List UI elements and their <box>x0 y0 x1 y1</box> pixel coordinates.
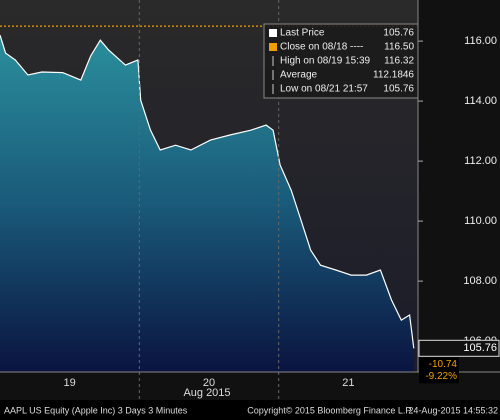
legend-label: Last Price <box>280 28 325 39</box>
x-tick-label: 20 <box>203 377 215 389</box>
y-tick-label: 108.00 <box>463 275 497 287</box>
footer-left: AAPL US Equity (Apple Inc) 3 Days 3 Minu… <box>4 405 188 415</box>
legend-icon <box>269 29 277 37</box>
legend-box <box>263 23 419 99</box>
legend-value: 116.32 <box>384 56 414 67</box>
legend-label: Close on 08/18 ---- <box>280 42 363 53</box>
legend-value: 112.1846 <box>373 70 414 81</box>
footer-center: Copyright© 2015 Bloomberg Finance L.P. <box>247 405 413 415</box>
y-tick-label: 112.00 <box>464 155 497 167</box>
legend-value: 105.76 <box>383 28 414 39</box>
x-tick-label: 21 <box>342 377 354 389</box>
footer-right: 24-Aug-2015 14:55:32 <box>408 405 498 415</box>
legend-value: 105.76 <box>383 84 414 95</box>
legend-label: High on 08/19 15:39 <box>280 56 371 67</box>
y-tick-label: 110.00 <box>464 215 497 227</box>
price-line <box>0 34 415 349</box>
change-label: -10.74 <box>429 359 458 370</box>
y-tick-label: 114.00 <box>464 95 497 107</box>
legend-label: Low on 08/21 21:57 <box>280 84 368 95</box>
legend-value: 116.50 <box>384 42 414 53</box>
change-pct-label: -9.22% <box>425 371 457 382</box>
change-box <box>419 357 459 384</box>
x-axis-label: Aug 2015 <box>183 387 230 399</box>
last-price-box <box>418 339 500 357</box>
y-tick-label: 116.00 <box>464 35 497 47</box>
x-tick-label: 19 <box>64 377 76 389</box>
last-price-label: 105.76 <box>463 342 497 354</box>
legend: Last Price 105.76 Close on 08/18 ---- 116.5… <box>263 23 419 99</box>
footer-bar <box>0 400 500 420</box>
legend-icon <box>269 43 277 51</box>
area-fill <box>0 35 414 372</box>
legend-label: Average <box>280 70 318 81</box>
